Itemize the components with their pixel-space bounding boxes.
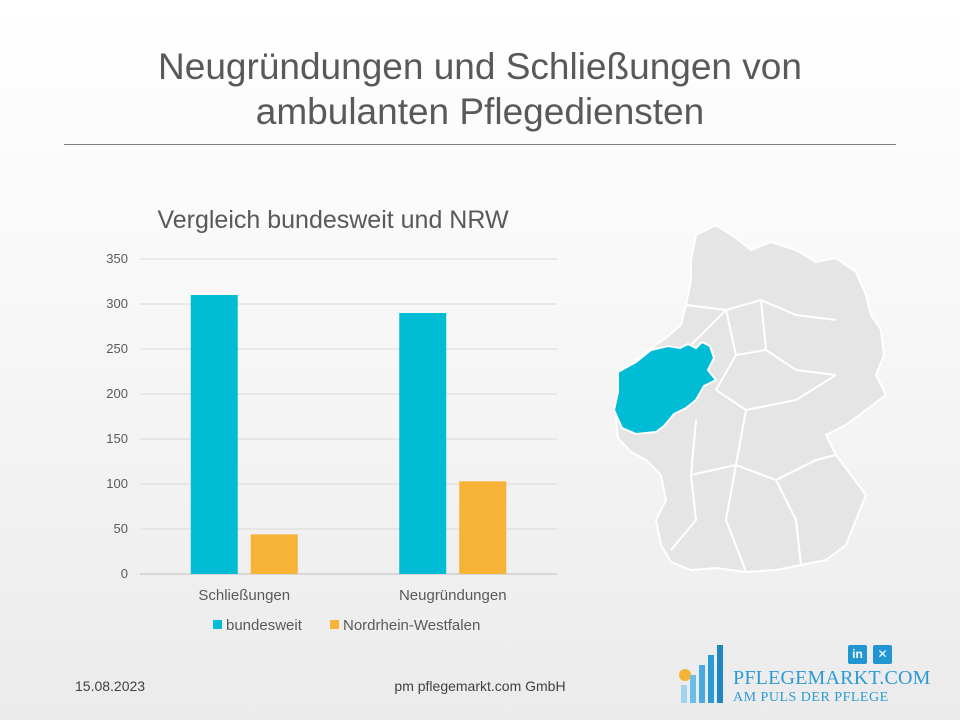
footer-date: 15.08.2023 [75,678,146,694]
linkedin-icon[interactable]: in [848,645,867,664]
x-category-label: Neugründungen [399,587,507,604]
bar-chart: Vergleich bundesweit und NRW 0 50 100 150 20… [106,206,557,634]
y-tick-label: 50 [114,521,128,536]
y-tick-label: 300 [106,296,128,311]
y-tick-label: 200 [106,386,128,401]
legend-label: bundesweit [226,617,303,634]
y-tick-label: 0 [121,566,128,581]
y-tick-label: 150 [106,431,128,446]
brand-logo-icon [679,645,723,703]
slide-title: Neugründungen und Schließungen von ambul… [158,46,802,132]
footer-company: pm pflegemarkt.com GmbH [394,678,566,694]
legend-swatch [330,620,339,629]
legend-swatch [213,620,222,629]
brand-name: PFLEGEMARKT.COM [733,667,931,689]
bar-bundesweit [190,295,238,574]
bar-nrw [459,481,507,574]
germany-map [612,223,888,574]
brand-tagline: AM PULS DER PFLEGE [733,690,889,705]
state-borders [650,298,837,573]
title-divider [64,144,896,145]
y-tick-label: 100 [106,476,128,491]
xing-icon[interactable]: ✕ [873,645,892,664]
legend-label: Nordrhein-Westfalen [343,617,480,634]
chart-title: Vergleich bundesweit und NRW [157,206,509,234]
y-tick-label: 250 [106,341,128,356]
bar-nrw [250,534,298,574]
bar-bundesweit [399,313,447,574]
nrw-region [612,340,718,436]
y-tick-label: 350 [106,251,128,266]
x-category-label: Schließungen [198,587,290,604]
